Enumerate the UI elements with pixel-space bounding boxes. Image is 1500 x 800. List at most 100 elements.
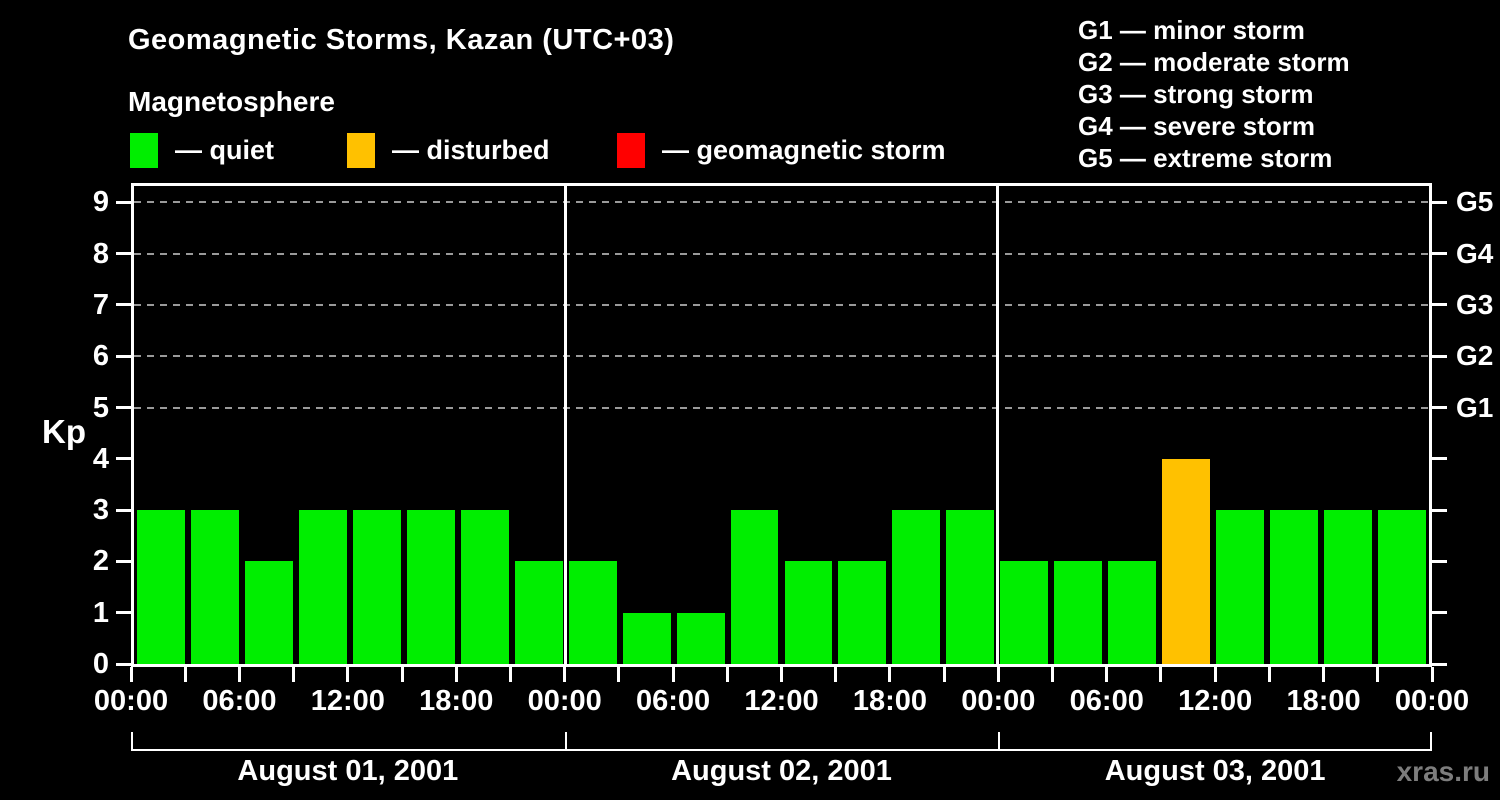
kp-bar	[298, 510, 347, 664]
y-tick-right	[1432, 559, 1447, 563]
y-tick-left	[116, 303, 131, 307]
kp-bar	[1108, 561, 1157, 664]
kp-bar	[1324, 510, 1373, 664]
date-bracket-line	[131, 749, 1432, 751]
y-tick-right	[1432, 611, 1447, 615]
x-tick	[1159, 667, 1163, 682]
x-tick	[1267, 667, 1271, 682]
y-tick-left	[116, 252, 131, 256]
x-tick	[400, 667, 404, 682]
storm-scale-g3: G3 — strong storm	[1078, 79, 1314, 109]
y-tick-left	[116, 508, 131, 512]
x-tick	[346, 667, 350, 682]
x-tick	[1376, 667, 1380, 682]
storm-scale-g5: G5 — extreme storm	[1078, 143, 1333, 173]
kp-bar	[892, 510, 941, 664]
x-tick	[292, 667, 296, 682]
x-tick	[1213, 667, 1217, 682]
date-bracket-riser	[998, 732, 1001, 749]
kp-bar	[568, 561, 617, 664]
legend-item-quiet: — quiet	[130, 132, 274, 168]
x-tick-label: 12:00	[1178, 685, 1253, 717]
x-tick	[888, 667, 892, 682]
y-tick-label: 1	[92, 596, 109, 629]
x-tick-label: 18:00	[852, 685, 927, 717]
y-tick-label: 3	[92, 494, 109, 527]
kp-bar	[676, 612, 725, 664]
gridline-kp6	[134, 355, 1429, 358]
kp-bar	[1054, 561, 1103, 664]
date-bracket-riser	[564, 732, 567, 749]
kp-bar	[352, 510, 401, 664]
kp-bar	[838, 561, 887, 664]
kp-bar	[730, 510, 779, 664]
y-tick-label: 8	[92, 237, 109, 270]
y-tick-right	[1432, 406, 1447, 410]
y-tick-left	[116, 406, 131, 410]
x-tick-label: 18:00	[419, 685, 494, 717]
y-tick-right	[1432, 508, 1447, 512]
kp-bar	[406, 510, 455, 664]
day-separator	[564, 186, 568, 664]
y-tick-left	[116, 354, 131, 358]
y-tick-left	[116, 662, 131, 666]
kp-bar	[784, 561, 833, 664]
x-tick-label: 12:00	[310, 685, 385, 717]
plot-area	[131, 183, 1432, 667]
y-tick-label: 9	[92, 186, 109, 219]
x-tick	[183, 667, 187, 682]
kp-bar	[244, 561, 293, 664]
x-tick	[508, 667, 512, 682]
x-tick-label: 00:00	[1394, 685, 1470, 717]
kp-bar	[514, 561, 563, 664]
date-label: August 01, 2001	[237, 755, 459, 787]
x-tick-label: 06:00	[202, 685, 277, 717]
y-tick-left	[116, 559, 131, 563]
gridline-kp8	[134, 252, 1429, 255]
magnetosphere-label: Magnetosphere	[128, 86, 335, 117]
y-tick-right	[1432, 354, 1447, 358]
legend-label: — geomagnetic storm	[662, 134, 946, 165]
right-axis-label-g4: G4	[1456, 237, 1494, 269]
gridline-kp9	[134, 201, 1429, 204]
y-tick-right	[1432, 662, 1447, 666]
storm-color-swatch	[617, 132, 645, 168]
x-tick-label: 06:00	[635, 685, 711, 717]
storm-scale-legend: G1 — minor storm G2 — moderate storm G3 …	[1078, 14, 1350, 174]
kp-bar	[946, 510, 995, 664]
x-tick-label: 18:00	[1286, 685, 1361, 717]
x-tick	[725, 667, 729, 682]
x-tick-label: 00:00	[961, 685, 1036, 717]
day-separator	[995, 186, 999, 664]
x-tick	[671, 667, 675, 682]
right-axis-label-g1: G1	[1456, 391, 1494, 423]
x-tick-label: 00:00	[527, 685, 602, 717]
legend-item-disturbed: — disturbed	[347, 132, 550, 168]
kp-bar	[1270, 510, 1319, 664]
right-axis-label-g5: G5	[1456, 186, 1494, 218]
y-tick-label: 7	[92, 288, 109, 321]
x-tick	[454, 667, 458, 682]
y-tick-left	[116, 611, 131, 615]
legend-item-storm: — geomagnetic storm	[617, 132, 946, 168]
legend-label: — disturbed	[392, 134, 550, 165]
gridline-kp5	[134, 406, 1429, 409]
storm-scale-g4: G4 — severe storm	[1078, 111, 1316, 141]
y-tick-left	[116, 457, 131, 461]
disturbed-color-swatch	[347, 132, 375, 168]
y-tick-right	[1432, 252, 1447, 256]
x-tick	[617, 667, 621, 682]
kp-bar	[1378, 510, 1426, 664]
kp-bar	[137, 510, 185, 664]
y-tick-right	[1432, 457, 1447, 461]
kp-bar	[460, 510, 509, 664]
storm-scale-g1: G1 — minor storm	[1078, 15, 1305, 45]
kp-bar	[1216, 510, 1265, 664]
watermark: xras.ru	[1396, 756, 1490, 787]
y-tick-label: 2	[92, 545, 109, 578]
legend-label: — quiet	[175, 134, 274, 165]
y-tick-left	[116, 200, 131, 204]
kp-bar	[1162, 458, 1211, 664]
kp-bar	[190, 510, 239, 664]
